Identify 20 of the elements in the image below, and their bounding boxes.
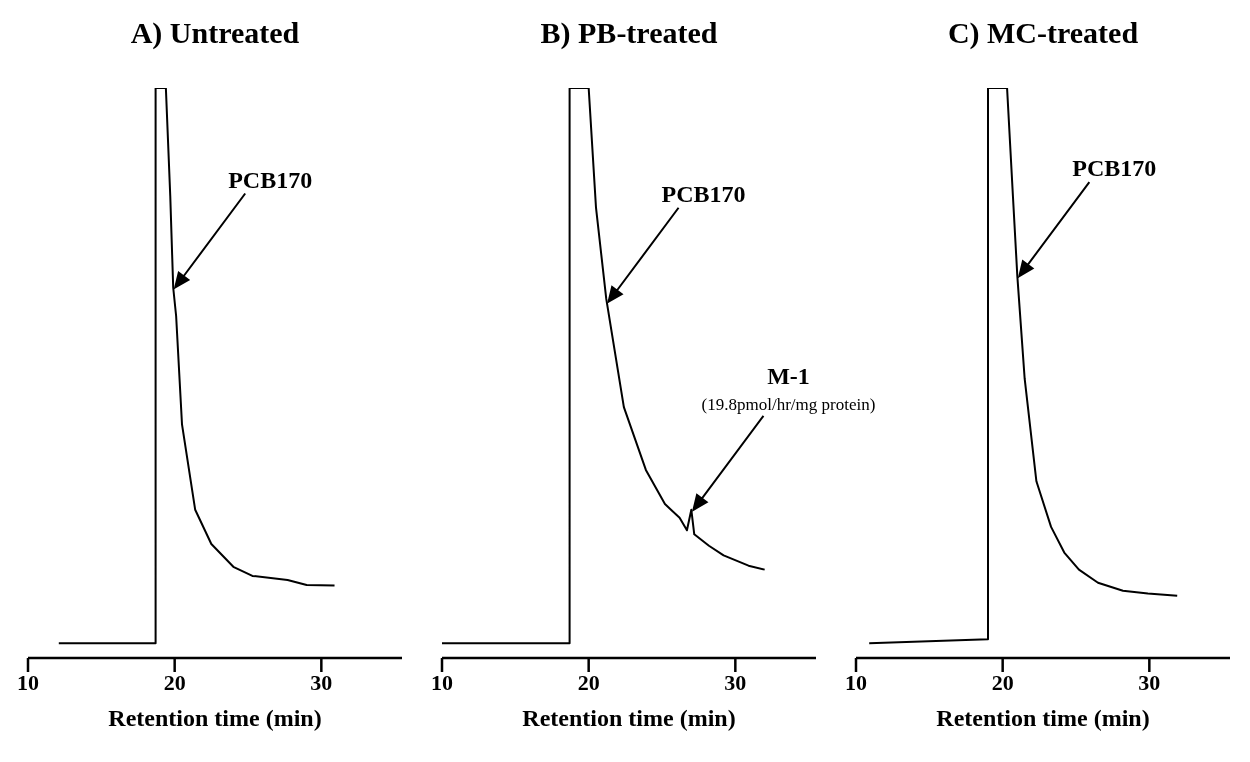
x-tick-label: 20	[577, 669, 600, 695]
x-tick-label: 30	[724, 669, 747, 695]
annotation: PCB170	[1072, 155, 1157, 182]
x-axis-title: Retention time (min)	[522, 705, 736, 731]
x-axis-title: Retention time (min)	[108, 705, 322, 731]
x-tick-label: 30	[310, 669, 333, 695]
x-tick-label: 10	[845, 669, 867, 695]
chart-title: A) Untreated	[129, 15, 301, 51]
annotation: M-1	[767, 362, 810, 389]
x-tick-label: 30	[1138, 669, 1161, 695]
x-tick-label: 20	[163, 669, 186, 695]
x-tick-label: 20	[991, 669, 1014, 695]
chart-title: C) MC-treated	[946, 15, 1140, 51]
annotation: PCB170	[661, 180, 746, 207]
annotation: PCB170	[228, 166, 313, 193]
x-tick-label: 10	[431, 669, 453, 695]
x-tick-label: 10	[17, 669, 39, 695]
x-axis-title: Retention time (min)	[936, 705, 1150, 731]
annotation: (19.8pmol/hr/mg protein)	[701, 394, 876, 414]
chart-title: B) PB-treated	[539, 15, 719, 51]
